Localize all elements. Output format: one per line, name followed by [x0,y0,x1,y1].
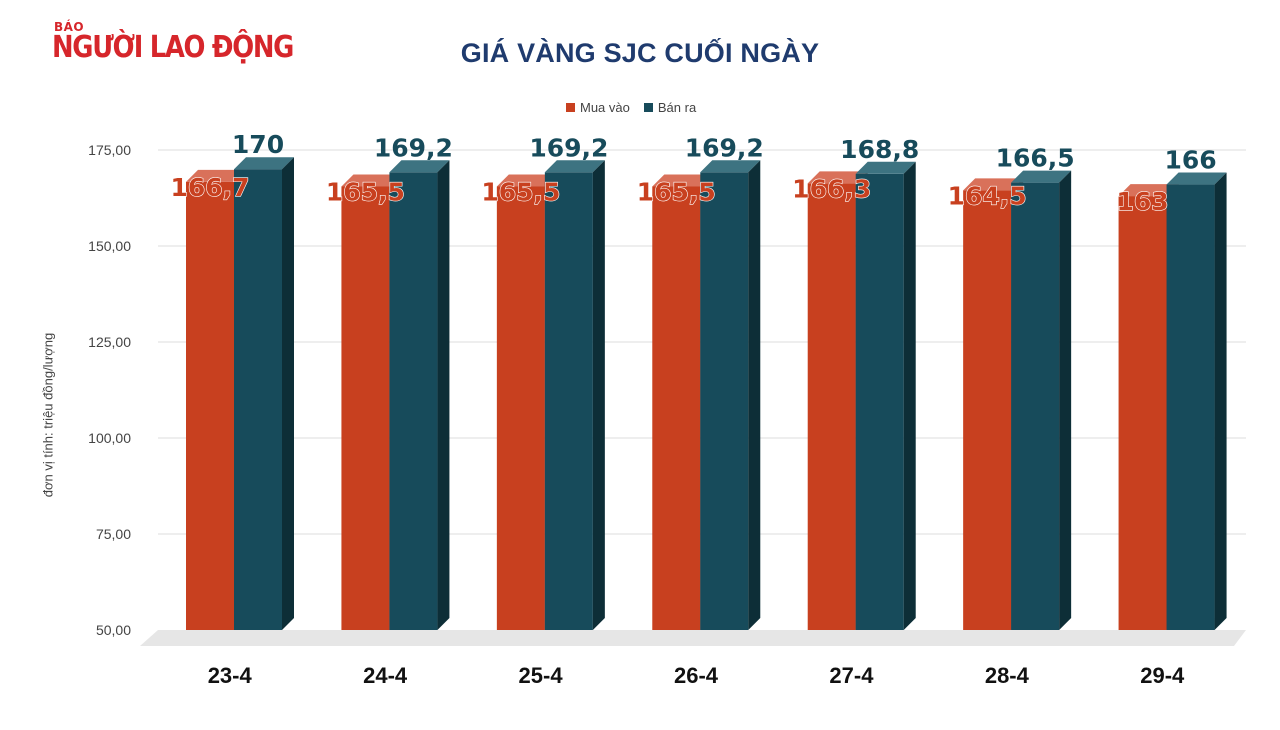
data-label-sell: 166 [1164,146,1216,175]
bar-top [1011,170,1072,183]
bar [1011,182,1060,630]
chart-floor [140,630,1246,646]
logo-big-text: NGƯỜI LAO ĐỘNG [52,30,294,65]
y-tick-label: 150,00 [88,238,131,254]
bar [186,181,234,630]
bar-top [700,160,761,173]
bar-top [234,157,294,170]
x-tick-label: 24-4 [363,663,408,688]
bar [341,186,390,631]
bar-side [1059,170,1072,630]
legend-swatch-buy [566,103,575,112]
legend-label-buy: Mua vào [580,100,630,115]
data-label-buy: 166,3 [792,174,871,203]
bar-side [282,157,294,630]
legend-label-sell: Bán ra [657,100,697,115]
bar [963,190,1012,630]
x-tick-label: 26-4 [674,663,719,688]
bar-side [903,161,916,631]
chart-title: GIÁ VÀNG SJC CUỐI NGÀY [460,38,820,68]
bar-top [1118,184,1179,197]
bar [234,169,282,630]
bar-top [496,174,557,187]
bar-top [807,171,868,184]
y-tick-label: 100,00 [88,430,131,446]
x-tick-label: 25-4 [519,663,564,688]
data-label-buy: 166,7 [170,173,249,202]
data-label-buy: 165,5 [326,177,405,206]
bar-side [748,160,761,630]
bar [855,173,904,631]
y-tick-label: 125,00 [88,334,131,350]
x-tick-label: 29-4 [1140,663,1185,688]
legend-item-sell: Bán ra [643,100,697,115]
bar-side [1214,172,1227,630]
bar [700,172,749,630]
y-tick-label: 75,00 [96,526,131,542]
data-label-sell: 169,2 [374,133,453,162]
bar-top [389,160,450,173]
data-label-buy: 163 [1116,187,1168,216]
bar [807,183,856,630]
data-label-buy: 165,5 [637,177,716,206]
data-label-sell: 170 [232,130,284,159]
data-label-buy: 164,5 [948,181,1027,210]
legend-swatch-sell [643,103,653,112]
x-tick-label: 27-4 [829,663,874,688]
data-label-sell: 168,8 [840,135,919,164]
bar [652,186,701,631]
bar-top [963,178,1024,191]
bar-side [592,160,605,630]
x-tick-label: 23-4 [208,663,253,688]
logo-small-text: BÁO [54,20,85,34]
legend-item-buy: Mua vào [566,100,630,115]
data-label-sell: 169,2 [529,133,608,162]
bar-top [652,174,713,187]
bar-top [1166,172,1227,185]
bar-top [855,161,916,174]
x-tick-label: 28-4 [985,663,1030,688]
bar-top [186,169,246,182]
data-label-buy: 165,5 [481,177,560,206]
bar [544,172,593,630]
bar-side [437,160,450,630]
bar [1166,184,1215,630]
bar-top [544,160,605,173]
newspaper-logo: BÁO NGƯỜI LAO ĐỘNG [52,20,294,72]
chart-legend: Mua vào Bán ra [566,100,704,115]
bar [389,172,438,630]
y-tick-label: 50,00 [96,622,131,638]
bar [1118,196,1167,630]
y-tick-label: 175,00 [88,142,131,158]
bar [496,186,545,631]
data-label-sell: 166,5 [996,144,1075,173]
bar-top [341,174,402,187]
data-label-sell: 169,2 [685,133,764,162]
